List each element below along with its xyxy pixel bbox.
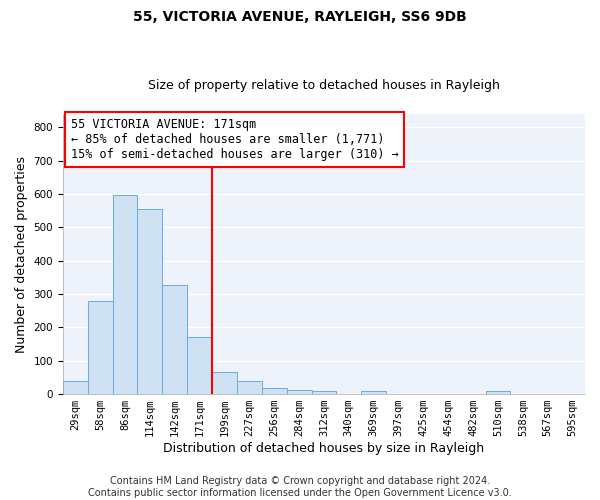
Bar: [237, 382, 262, 394]
Bar: [137, 209, 163, 394]
Bar: [63, 382, 88, 394]
Bar: [262, 388, 287, 394]
Text: 55, VICTORIA AVENUE, RAYLEIGH, SS6 9DB: 55, VICTORIA AVENUE, RAYLEIGH, SS6 9DB: [133, 10, 467, 24]
Title: Size of property relative to detached houses in Rayleigh: Size of property relative to detached ho…: [148, 79, 500, 92]
Bar: [212, 372, 237, 394]
Bar: [311, 390, 337, 394]
Bar: [287, 390, 311, 394]
Text: Contains HM Land Registry data © Crown copyright and database right 2024.
Contai: Contains HM Land Registry data © Crown c…: [88, 476, 512, 498]
Y-axis label: Number of detached properties: Number of detached properties: [15, 156, 28, 352]
Text: 55 VICTORIA AVENUE: 171sqm
← 85% of detached houses are smaller (1,771)
15% of s: 55 VICTORIA AVENUE: 171sqm ← 85% of deta…: [71, 118, 398, 161]
Bar: [485, 392, 511, 394]
Bar: [187, 338, 212, 394]
Bar: [88, 300, 113, 394]
Bar: [163, 286, 187, 394]
Bar: [113, 195, 137, 394]
Bar: [361, 392, 386, 394]
X-axis label: Distribution of detached houses by size in Rayleigh: Distribution of detached houses by size …: [163, 442, 485, 455]
